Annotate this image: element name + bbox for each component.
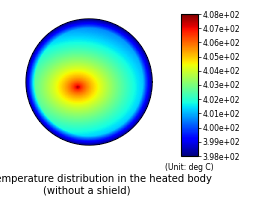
- Text: Fig. 1 Temperature distribution in the heated body
(without a shield): Fig. 1 Temperature distribution in the h…: [0, 174, 212, 196]
- Text: (Unit: deg C): (Unit: deg C): [165, 163, 214, 172]
